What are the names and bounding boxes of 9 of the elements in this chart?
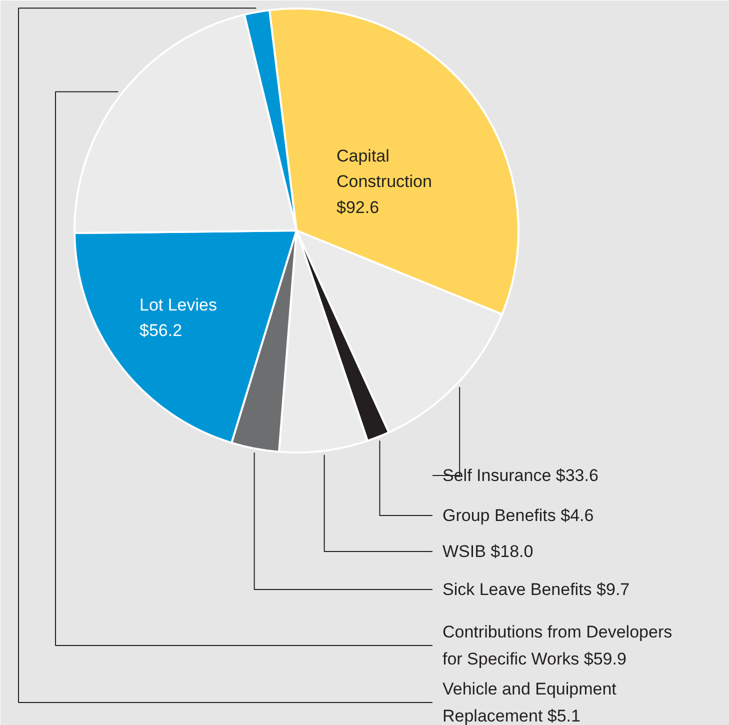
slice-label: Vehicle and Equipment Replacement $5.1: [442, 680, 617, 725]
data-label: $92.6: [336, 198, 380, 217]
slice-label: Contributions from Developers for Specific Works $59.9: [442, 622, 672, 668]
slice-label: Sick Leave Benefits $9.7: [442, 580, 630, 599]
slice-label: Group Benefits $4.6: [442, 506, 594, 525]
slice-label: Capital Construction: [336, 146, 432, 192]
slice-label: WSIB $18.0: [442, 542, 534, 561]
data-label: $56.2: [140, 321, 182, 340]
slice-label: Lot Levies: [140, 296, 217, 314]
